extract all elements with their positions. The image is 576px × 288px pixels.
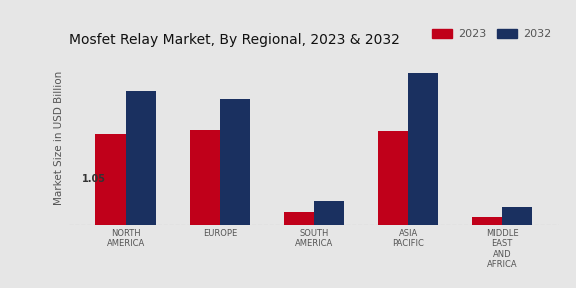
Bar [220,99,250,225]
Text: Mosfet Relay Market, By Regional, 2023 & 2032: Mosfet Relay Market, By Regional, 2023 &… [69,33,400,46]
Y-axis label: Market Size in USD Billion: Market Size in USD Billion [54,71,63,205]
Legend: 2023, 2032: 2023, 2032 [430,26,553,41]
Bar [126,91,156,225]
Bar [378,131,408,225]
Bar [314,201,344,225]
Bar [96,134,126,225]
Bar [502,207,532,225]
Bar [408,73,438,225]
Text: 1.05: 1.05 [82,174,106,184]
Bar [472,217,502,225]
Bar [284,212,314,225]
Bar [190,130,220,225]
